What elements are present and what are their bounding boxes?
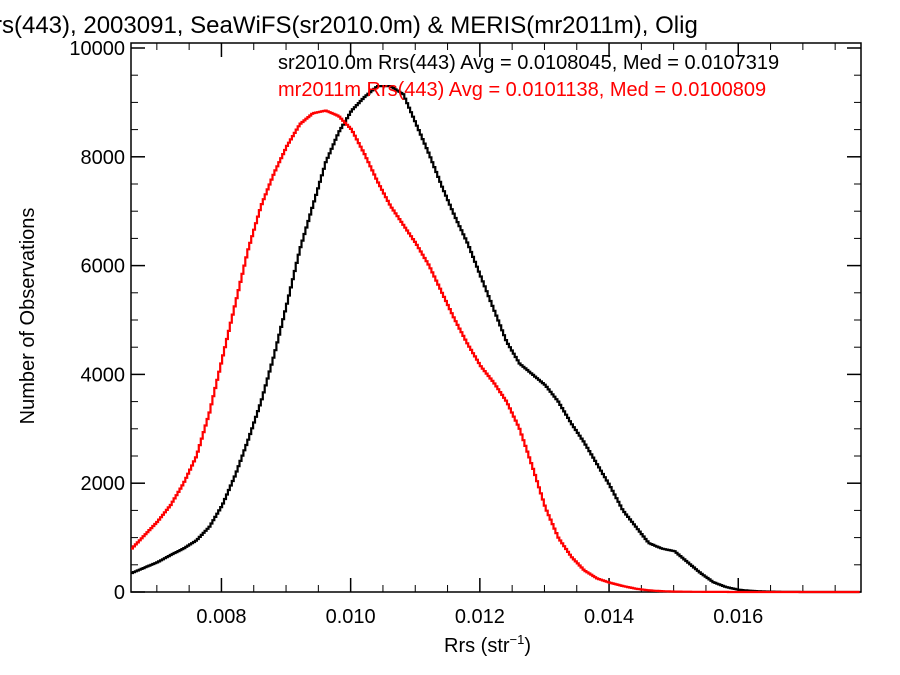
x-axis-label-close: ) (524, 635, 531, 657)
y-tick-label: 0 (114, 582, 125, 604)
series-group (131, 85, 860, 594)
y-tick-label: 2000 (81, 473, 126, 495)
series-annotation-sr2010: sr2010.0m Rrs(443) Avg = 0.0108045, Med … (278, 52, 779, 74)
y-tick-label: 10000 (69, 38, 125, 60)
y-tick-label: 4000 (81, 364, 126, 386)
x-tick-label: 0.016 (713, 606, 763, 628)
x-axis-label: Rrs (str−1) (444, 632, 531, 657)
series-annotation-mr2011: mr2011m Rrs(443) Avg = 0.0101138, Med = … (278, 79, 766, 101)
series-line-mr2011m (131, 109, 860, 594)
x-axis-label-superscript: −1 (510, 632, 525, 647)
x-tick-label: 0.014 (584, 606, 634, 628)
x-tick-label: 0.008 (196, 606, 246, 628)
x-tick-label: 0.010 (326, 606, 376, 628)
y-tick-label: 6000 (81, 256, 126, 278)
y-tick-label: 8000 (81, 147, 126, 169)
x-tick-label: 0.012 (455, 606, 505, 628)
plot-frame (130, 42, 862, 593)
series-line-sr2010.0m (131, 85, 860, 594)
y-axis: 0 2000 4000 6000 8000 10000 (69, 38, 861, 604)
y-axis-label: Number of Observations (17, 208, 39, 425)
chart-title: rs(443), 2003091, SeaWiFS(sr2010.0m) & M… (0, 12, 698, 39)
x-axis: 0.008 0.010 0.012 0.014 0.016 (156, 43, 836, 628)
